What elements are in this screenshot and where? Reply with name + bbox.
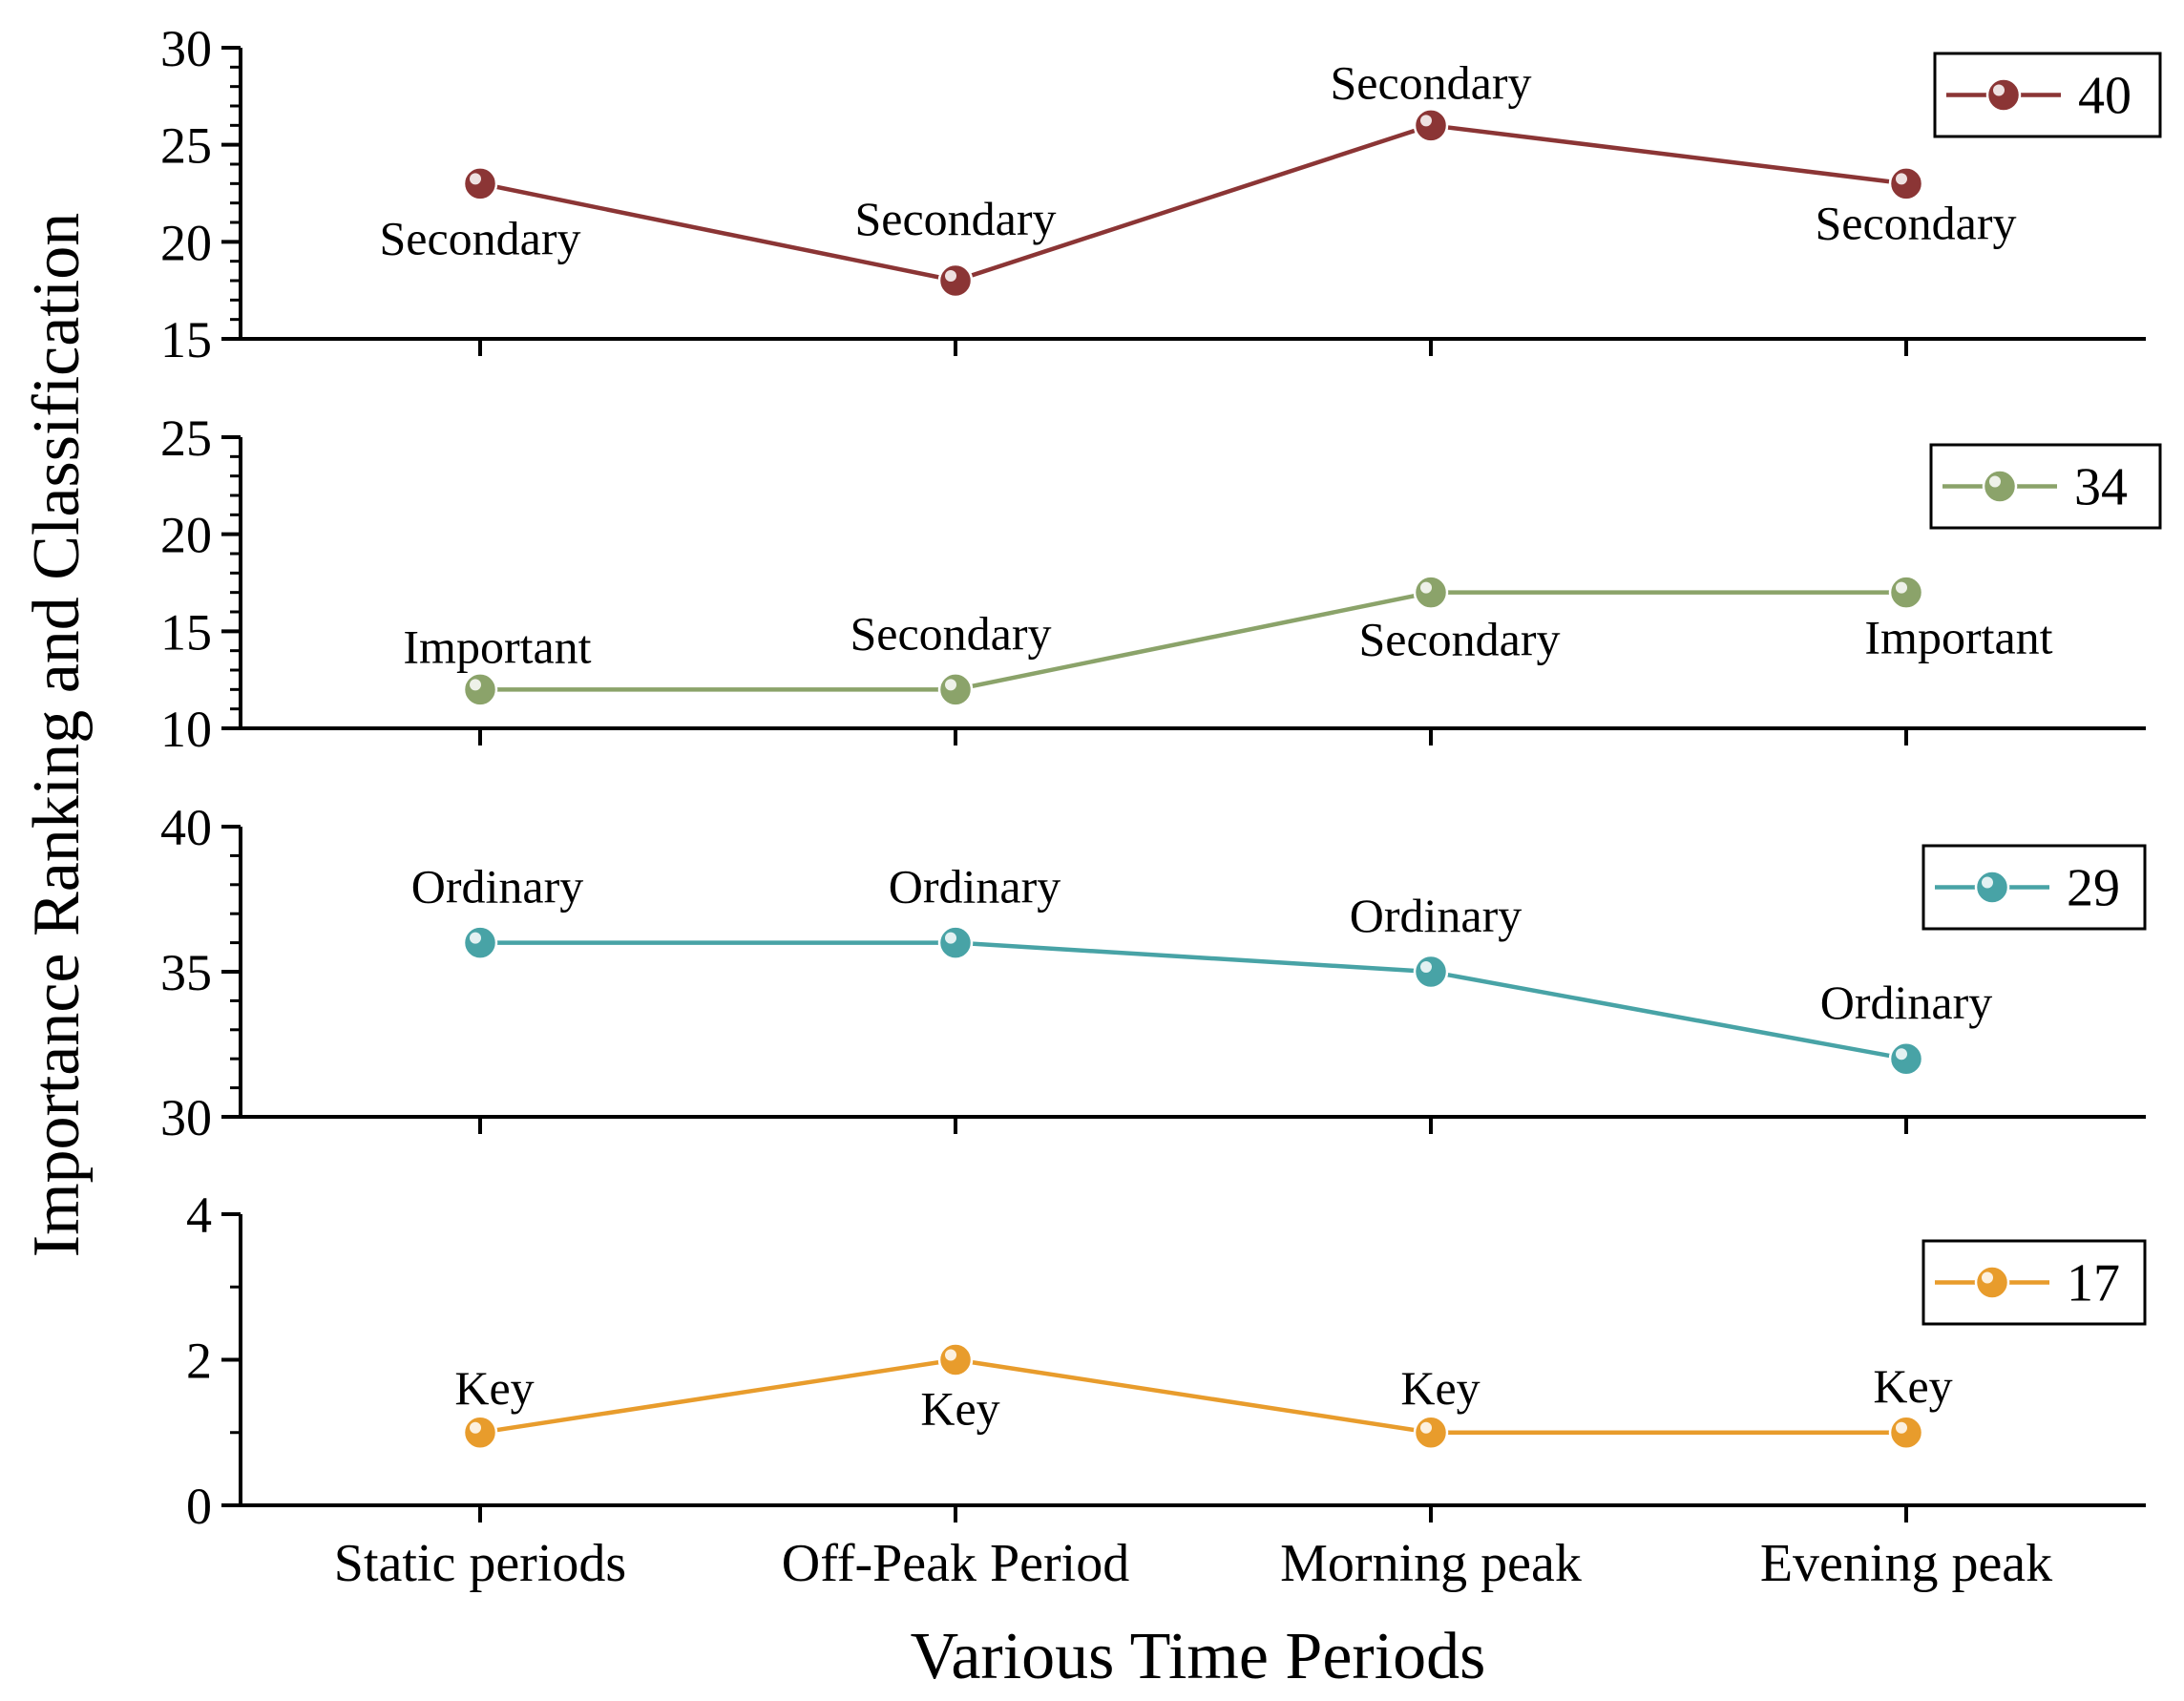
data-point-highlight	[1896, 581, 1907, 594]
data-point	[1413, 575, 1449, 610]
y-tick-label: 35	[160, 944, 212, 1001]
data-label: Secondary	[1815, 196, 2016, 249]
x-axis-title: Various Time Periods	[911, 1620, 1486, 1693]
data-point-highlight	[1420, 961, 1432, 973]
series-line	[479, 123, 1907, 284]
legend-marker-highlight	[1993, 84, 2005, 96]
data-label: Ordinary	[411, 860, 584, 914]
panel-1: 15 20 25 30 Secondary Secondary Secondary Secon…	[160, 20, 2162, 368]
y-tick-label: 10	[160, 701, 212, 758]
panel-4: 0 2 4 Key Key Key Key 17	[186, 1186, 2147, 1535]
data-label: Secondary	[854, 192, 1056, 245]
legend-marker-highlight	[1982, 876, 1993, 889]
data-label: Key	[920, 1382, 999, 1436]
data-point	[937, 672, 974, 707]
data-point-highlight	[1420, 115, 1432, 127]
data-point	[462, 925, 498, 960]
y-tick-label: 15	[160, 311, 212, 368]
y-tick-label: 4	[186, 1186, 212, 1244]
legend-label: 17	[2067, 1254, 2120, 1313]
data-point	[1888, 575, 1924, 610]
y-tick-label: 25	[160, 410, 212, 467]
legend-box	[1922, 1239, 2147, 1326]
x-tick-label: Evening peak	[1760, 1534, 2052, 1593]
data-point-highlight	[1896, 1048, 1907, 1060]
y-tick-label: 25	[160, 117, 212, 175]
data-point-highlight	[470, 1421, 481, 1434]
data-label: Secondary	[1358, 613, 1560, 666]
data-label: Secondary	[379, 211, 580, 264]
data-label: Ordinary	[889, 860, 1061, 914]
data-point	[462, 166, 498, 201]
data-point	[462, 672, 498, 707]
data-point-highlight	[1420, 581, 1432, 594]
data-point-highlight	[1420, 1421, 1432, 1434]
y-tick-label: 30	[160, 1089, 212, 1146]
series-line	[480, 940, 1907, 1061]
legend-marker	[1974, 870, 2010, 905]
legend-marker	[1974, 1265, 2010, 1300]
data-point-highlight	[945, 679, 956, 691]
legend-marker-highlight	[1982, 1271, 1993, 1284]
data-point-highlight	[945, 932, 956, 944]
panel-3: 30 35 40 Ordinary Ordinary Ordinary Ordinary 29	[160, 799, 2147, 1146]
y-tick-label: 20	[160, 214, 212, 271]
data-label: Ordinary	[1350, 889, 1522, 942]
data-point	[1413, 108, 1449, 143]
x-tick-label: Off-Peak Period	[782, 1534, 1129, 1593]
data-point	[1888, 1415, 1924, 1450]
data-point-highlight	[945, 270, 956, 282]
data-point	[1413, 954, 1449, 990]
series-line	[479, 1357, 1906, 1435]
y-tick-label: 20	[160, 507, 212, 564]
data-point-highlight	[470, 679, 481, 691]
x-tick-label: Morning peak	[1280, 1534, 1582, 1593]
data-label: Secondary	[1330, 55, 1531, 109]
data-label: Key	[1400, 1361, 1480, 1415]
data-point	[1888, 166, 1924, 201]
legend-marker	[1985, 77, 2022, 113]
data-label: Key	[454, 1361, 534, 1415]
data-point	[937, 1342, 974, 1377]
y-tick-label: 40	[160, 799, 212, 856]
y-tick-label: 0	[186, 1478, 212, 1535]
data-point	[937, 925, 974, 960]
data-point	[937, 262, 974, 299]
data-point-highlight	[470, 932, 481, 944]
data-label: Secondary	[850, 606, 1051, 660]
data-point-highlight	[945, 1349, 956, 1361]
y-tick-label: 30	[160, 20, 212, 77]
data-point	[1413, 1415, 1449, 1450]
data-point-highlight	[1896, 173, 1907, 185]
legend-marker	[1982, 469, 2018, 504]
series-line	[480, 590, 1906, 692]
data-point-highlight	[470, 173, 481, 185]
data-label: Key	[1873, 1359, 1952, 1413]
data-label: Important	[1864, 611, 2052, 664]
y-tick-label: 2	[186, 1333, 212, 1390]
legend-marker-highlight	[1989, 475, 2001, 488]
legend-label: 34	[2074, 458, 2128, 517]
legend-label: 40	[2078, 67, 2132, 126]
data-label: Important	[403, 620, 591, 673]
legend-label: 29	[2067, 859, 2120, 918]
data-label: Ordinary	[1820, 976, 1993, 1029]
x-tick-labels: Static periods Off-Peak Period Morning pea…	[334, 1534, 2052, 1593]
data-point	[462, 1415, 498, 1450]
x-tick-label: Static periods	[334, 1534, 626, 1593]
y-tick-label: 15	[160, 603, 212, 661]
data-point-highlight	[1896, 1421, 1907, 1434]
y-axis-title: Importance Ranking and Classification	[20, 213, 94, 1257]
data-point	[1888, 1040, 1924, 1077]
panel-2: 10 15 20 25 Important Secondary Secondary Impor…	[160, 410, 2162, 758]
